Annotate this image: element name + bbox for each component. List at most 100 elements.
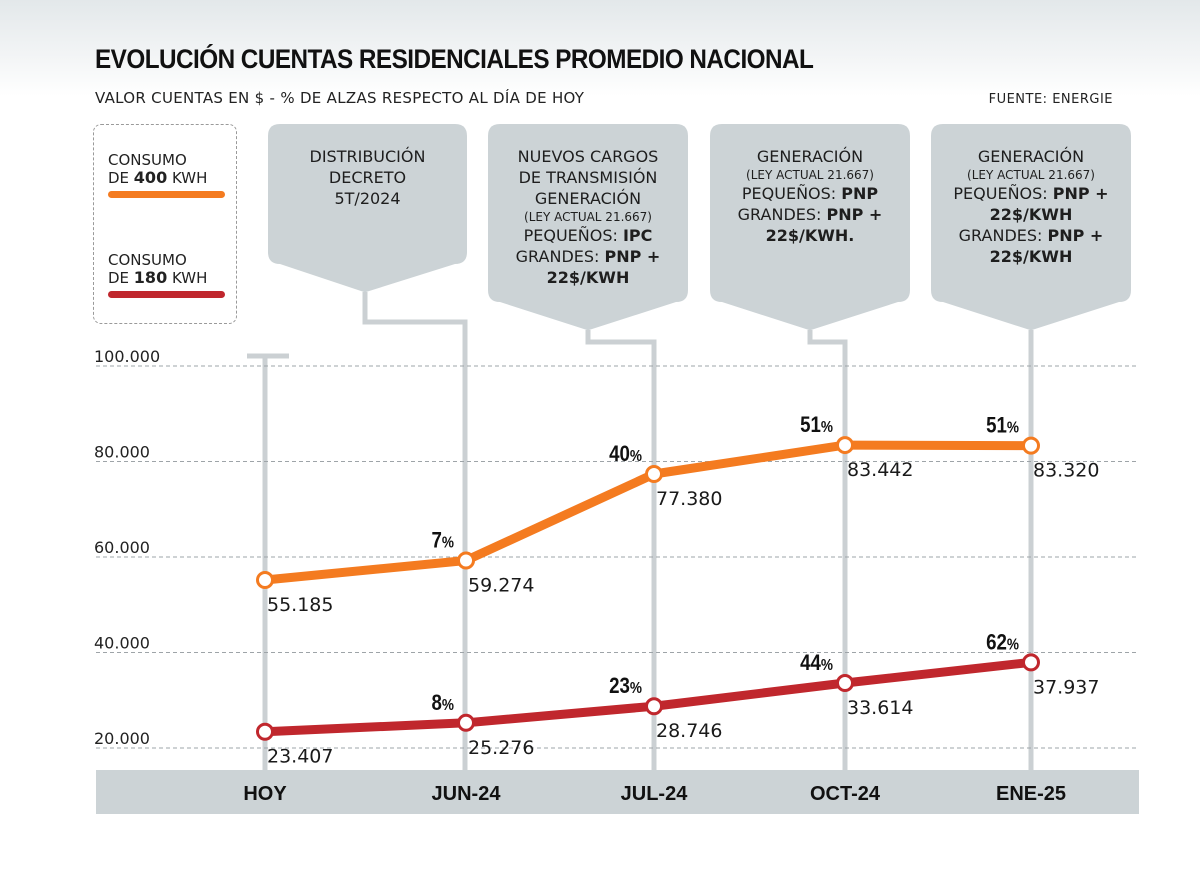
data-point	[836, 673, 854, 692]
x-category-label: JUN-24	[432, 783, 502, 805]
pct-sign: %	[630, 680, 642, 697]
data-value-label: 77.380	[656, 488, 722, 510]
pct-number: 7	[432, 529, 442, 553]
y-tick-label: 60.000	[94, 538, 150, 557]
callout-line-bold: 22$/KWH	[989, 205, 1073, 224]
callout-line-text: (LEY ACTUAL 21.667)	[524, 210, 652, 224]
callout-line-text: PEQUEÑOS:	[741, 184, 842, 203]
callout-line-text: PEQUEÑOS:	[523, 226, 623, 245]
callout-line: GRANDES: PNP +	[931, 225, 1131, 246]
callout-line-text: GENERACIÓN	[534, 189, 642, 208]
callout-line: (LEY ACTUAL 21.667)	[488, 209, 688, 225]
pct-number: 40	[609, 443, 630, 467]
callout-line: (LEY ACTUAL 21.667)	[931, 167, 1131, 183]
callout-line: NUEVOS CARGOS	[488, 146, 688, 167]
callout-line-text: NUEVOS CARGOS	[517, 147, 659, 166]
callout-line-bold: 22$/KWH.	[765, 226, 855, 245]
callout-box-2	[710, 124, 910, 330]
x-category-label: JUL-24	[621, 783, 689, 805]
x-axis-band	[96, 770, 1139, 814]
source-label: FUENTE: ENERGIE	[988, 92, 1113, 107]
data-value-label: 83.442	[847, 459, 913, 481]
legend-swatch-180kwh	[108, 291, 225, 298]
data-value-label: 83.320	[1033, 460, 1099, 482]
callout-line: GENERACIÓN	[931, 146, 1131, 167]
data-value-label: 25.276	[468, 737, 534, 759]
legend-value: 400	[133, 168, 168, 187]
data-point	[256, 570, 274, 589]
data-point	[1022, 436, 1040, 455]
pct-change-label: 44%	[800, 652, 833, 676]
data-value-label: 33.614	[847, 697, 913, 719]
data-point	[457, 713, 475, 732]
pct-sign: %	[821, 419, 833, 436]
legend-unit: KWH	[167, 169, 208, 187]
pct-change-label: 51%	[986, 414, 1019, 438]
legend-unit: KWH	[167, 269, 208, 287]
chart-title: EVOLUCIÓN CUENTAS RESIDENCIALES PROMEDIO…	[95, 44, 814, 74]
callout-text-0: DISTRIBUCIÓN DECRETO 5T/2024	[268, 146, 467, 209]
data-value-label: 37.937	[1033, 676, 1099, 698]
legend-item-180kwh: CONSUMO DE 180 KWH	[108, 251, 228, 298]
pct-number: 23	[609, 675, 630, 699]
callout-line: 22$/KWH	[931, 204, 1131, 225]
data-value-label: 28.746	[656, 720, 722, 742]
series-line-400kwh	[260, 440, 1036, 585]
data-value-label: 23.407	[267, 746, 333, 768]
legend-swatch-400kwh	[108, 191, 225, 198]
data-point	[457, 551, 475, 570]
callout-line-bold: PNP +	[826, 205, 883, 224]
y-tick-label: 20.000	[94, 729, 150, 748]
callout-line-bold: 22$/KWH	[546, 268, 630, 287]
callout-connector-0	[362, 292, 468, 770]
data-value-label: 59.274	[468, 574, 534, 596]
callout-line-bold: PNP +	[604, 247, 661, 266]
callout-line: DISTRIBUCIÓN	[268, 146, 467, 167]
callout-line: 22$/KWH	[488, 267, 688, 288]
callout-connector-2	[807, 330, 848, 770]
pct-number: 44	[800, 652, 821, 676]
legend-prefix: DE	[108, 169, 134, 187]
callout-line-text: GRANDES:	[737, 205, 827, 224]
callout-line: 22$/KWH	[931, 246, 1131, 267]
callout-line: (LEY ACTUAL 21.667)	[710, 167, 910, 183]
callout-connector-1	[585, 330, 657, 770]
pct-number: 8	[432, 691, 442, 715]
y-tick-label: 100.000	[94, 347, 160, 366]
callout-line: PEQUEÑOS: PNP	[710, 183, 910, 204]
pct-sign: %	[1007, 420, 1019, 437]
legend-label-180kwh: CONSUMO DE 180 KWH	[108, 251, 228, 287]
callout-text-3: GENERACIÓN (LEY ACTUAL 21.667) PEQUEÑOS: P…	[931, 146, 1131, 267]
callout-line: GENERACIÓN	[710, 146, 910, 167]
callout-line: GENERACIÓN	[488, 188, 688, 209]
pct-change-label: 40%	[609, 443, 642, 467]
callout-box-3	[931, 124, 1131, 330]
legend-prefix: DE	[108, 269, 134, 287]
x-category-label: HOY	[243, 783, 287, 805]
pct-change-label: 51%	[800, 414, 833, 438]
x-category-label: OCT-24	[810, 783, 881, 805]
callout-text-1: NUEVOS CARGOS DE TRANSMISIÓN GENERACIÓN (LE…	[488, 146, 688, 288]
x-category-label: ENE-25	[996, 783, 1066, 805]
data-point	[836, 436, 854, 455]
callout-line-text: GENERACIÓN	[756, 147, 864, 166]
pct-sign: %	[442, 535, 454, 552]
callout-line-text: DECRETO	[328, 168, 407, 187]
pct-sign: %	[821, 657, 833, 674]
legend-line1: CONSUMO	[108, 251, 187, 269]
callout-box-1	[488, 124, 688, 330]
callout-line: DECRETO	[268, 167, 467, 188]
callout-line: DE TRANSMISIÓN	[488, 167, 688, 188]
pct-change-label: 7%	[432, 529, 454, 553]
callout-line: 22$/KWH.	[710, 225, 910, 246]
callout-line: GRANDES: PNP +	[488, 246, 688, 267]
pct-change-label: 62%	[986, 631, 1019, 655]
callout-line-text: GENERACIÓN	[977, 147, 1085, 166]
callout-line-bold: PNP +	[1047, 226, 1104, 245]
data-point	[645, 465, 663, 484]
callout-line-text: GRANDES:	[515, 247, 605, 266]
y-tick-label: 80.000	[94, 443, 150, 462]
callout-line-text: GRANDES:	[958, 226, 1048, 245]
pct-sign: %	[630, 448, 642, 465]
